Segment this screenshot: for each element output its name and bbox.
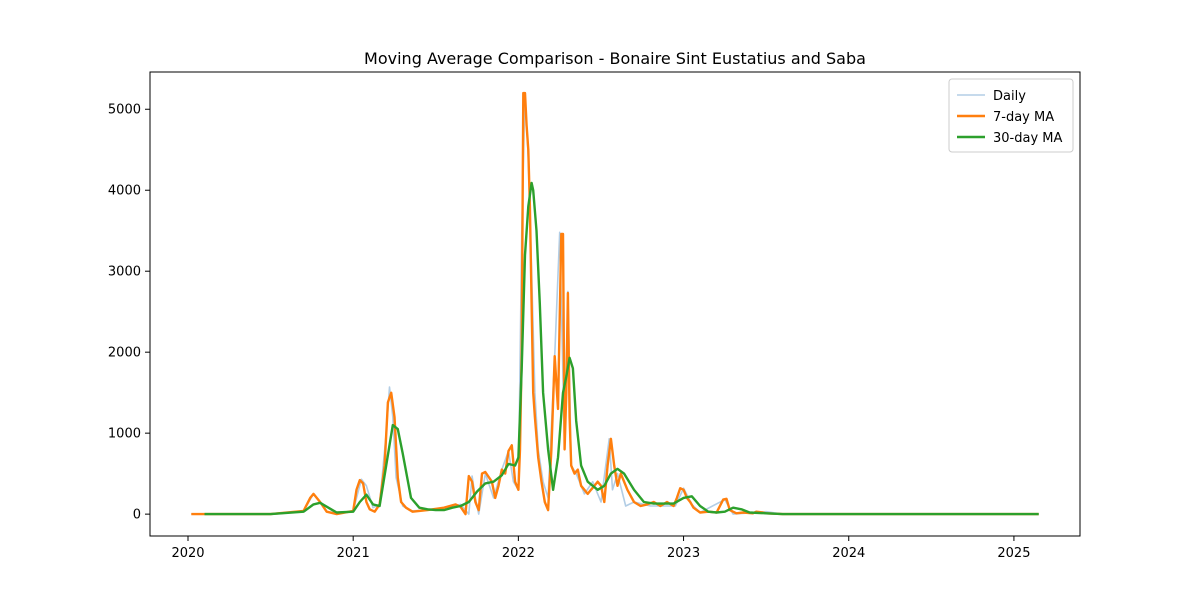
series-line-30-day-ma (204, 181, 1039, 516)
x-tick-label: 2025 (997, 546, 1030, 561)
x-axis: 2020 2021 2022 2023 2024 2025 (171, 536, 1030, 561)
series-line-7-day-ma (191, 91, 1039, 516)
y-axis: 0 1000 2000 3000 4000 5000 (108, 103, 150, 523)
legend-label-daily: Daily (993, 89, 1026, 104)
y-tick-label: 3000 (108, 265, 141, 280)
x-tick-label: 2024 (832, 546, 865, 561)
legend-box (948, 78, 1074, 153)
plot-area (191, 91, 1039, 516)
x-tick-label: 2021 (337, 546, 370, 561)
legend-label-30-day-ma: 30-day MA (993, 131, 1062, 146)
x-tick-label: 2023 (667, 546, 700, 561)
x-tick-label: 2020 (171, 546, 204, 561)
y-tick-label: 5000 (108, 103, 141, 118)
legend: Daily 7-day MA 30-day MA (948, 78, 1074, 153)
y-tick-label: 0 (133, 508, 141, 523)
y-tick-label: 4000 (108, 184, 141, 199)
chart-title: Moving Average Comparison - Bonaire Sint… (364, 49, 866, 68)
x-tick-label: 2022 (502, 546, 535, 561)
y-tick-label: 1000 (108, 427, 141, 442)
y-tick-label: 2000 (108, 346, 141, 361)
legend-label-7-day-ma: 7-day MA (993, 110, 1054, 125)
plot-frame (149, 71, 1081, 537)
